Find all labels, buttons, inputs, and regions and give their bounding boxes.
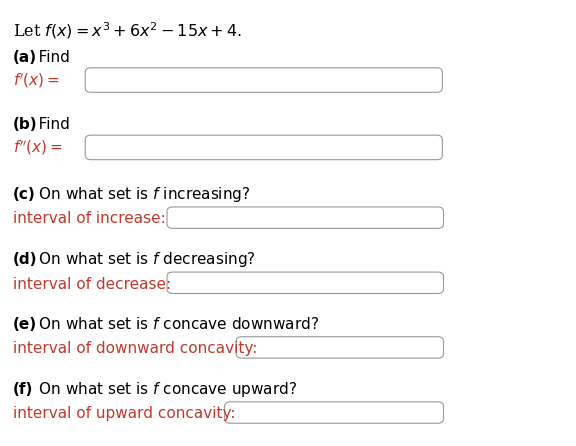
Text: (f): (f) (13, 382, 33, 397)
Text: interval of upward concavity:: interval of upward concavity: (13, 406, 235, 421)
Text: Let $f(x) = x^3 + 6x^2 - 15x + 4.$: Let $f(x) = x^3 + 6x^2 - 15x + 4.$ (13, 20, 241, 41)
Text: (e): (e) (13, 317, 37, 332)
Text: (a): (a) (13, 50, 37, 66)
Text: (b): (b) (13, 117, 37, 132)
Text: interval of increase:: interval of increase: (13, 211, 165, 226)
Text: Find: Find (24, 117, 70, 132)
FancyBboxPatch shape (225, 402, 444, 423)
Text: interval of downward concavity:: interval of downward concavity: (13, 341, 257, 356)
Text: interval of decrease:: interval of decrease: (13, 277, 171, 292)
Text: On what set is $f$ increasing?: On what set is $f$ increasing? (24, 185, 251, 203)
FancyBboxPatch shape (236, 337, 444, 358)
Text: On what set is $f$ concave upward?: On what set is $f$ concave upward? (24, 380, 298, 399)
FancyBboxPatch shape (85, 135, 442, 160)
Text: $f''(x) =$: $f''(x) =$ (13, 139, 63, 157)
Text: $f'(x) =$: $f'(x) =$ (13, 71, 59, 90)
FancyBboxPatch shape (167, 272, 444, 293)
Text: On what set is $f$ concave downward?: On what set is $f$ concave downward? (24, 316, 320, 332)
Text: (c): (c) (13, 186, 35, 202)
FancyBboxPatch shape (167, 207, 444, 228)
FancyBboxPatch shape (85, 68, 442, 92)
Text: Find: Find (24, 50, 70, 66)
Text: (d): (d) (13, 252, 37, 267)
Text: On what set is $f$ decreasing?: On what set is $f$ decreasing? (24, 250, 256, 269)
